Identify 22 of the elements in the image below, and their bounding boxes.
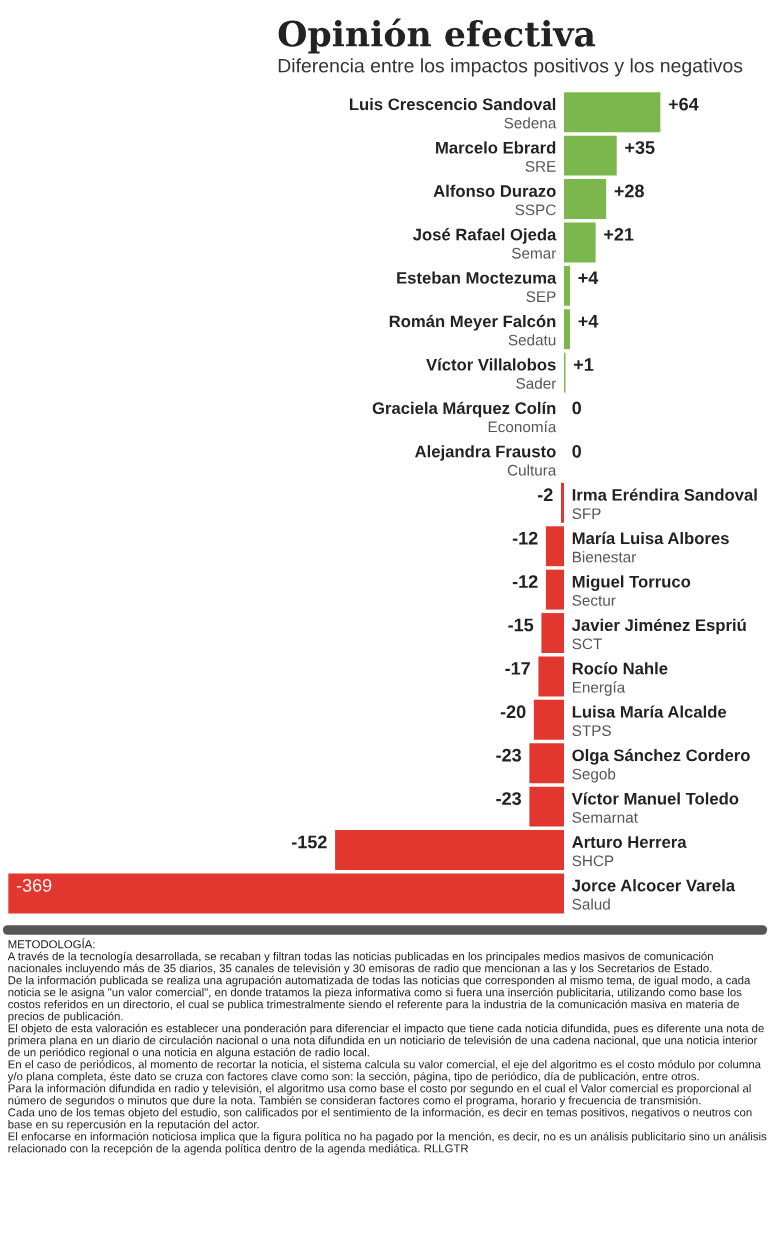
data-label: 0 (572, 444, 581, 458)
data-label: -12 (512, 575, 538, 588)
data-label: +64 (668, 97, 699, 111)
data-label: -23 (496, 792, 522, 805)
chart-subtitle: Diferencia entre los impactos positivos y los negativos (278, 58, 743, 77)
data-label: +21 (604, 227, 634, 241)
data-label: -2 (537, 488, 553, 501)
data-label: -17 (505, 662, 530, 675)
data-label: +4 (578, 271, 599, 284)
bar (564, 92, 661, 133)
data-label: +28 (614, 184, 644, 198)
data-label: -12 (512, 531, 538, 545)
data-label: -20 (500, 705, 526, 719)
data-label: +1 (573, 358, 594, 371)
data-label: -15 (508, 618, 534, 632)
data-label: +4 (578, 314, 599, 328)
data-label: +35 (625, 141, 655, 154)
data-label: -23 (496, 748, 522, 762)
data-label: 0 (572, 401, 581, 415)
data-label: -152 (291, 835, 327, 849)
chart-title: Opinión efectiva (278, 18, 596, 54)
data-label: -369 (16, 878, 52, 892)
